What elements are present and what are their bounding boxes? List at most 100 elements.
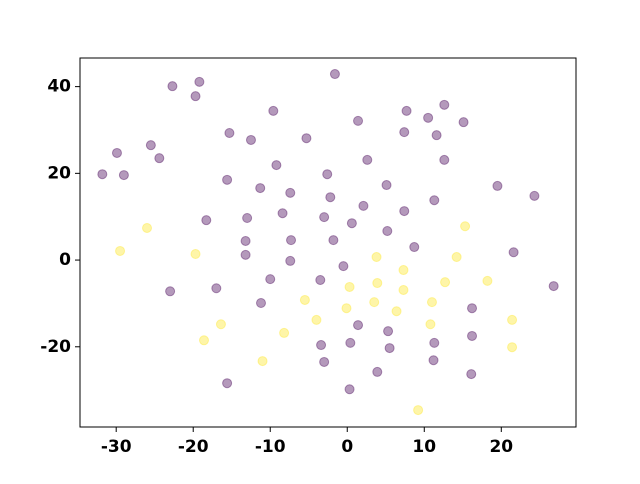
- plot-frame: [79, 57, 577, 428]
- x-tick-label: 20: [489, 437, 513, 457]
- point: [329, 69, 340, 80]
- point: [371, 252, 382, 263]
- point: [429, 337, 440, 348]
- point: [255, 297, 266, 308]
- point: [285, 187, 296, 198]
- point: [382, 226, 393, 237]
- point: [548, 281, 559, 292]
- y-tick-label: -20: [40, 337, 71, 357]
- point: [346, 218, 357, 229]
- point: [142, 222, 153, 233]
- point: [299, 294, 310, 305]
- point: [398, 284, 409, 295]
- point: [358, 200, 369, 211]
- point: [399, 127, 410, 138]
- y-tick-label: 0: [59, 250, 71, 270]
- point: [211, 283, 222, 294]
- point: [391, 306, 402, 317]
- point: [401, 105, 412, 116]
- point: [277, 208, 288, 219]
- point: [286, 235, 297, 246]
- point: [345, 337, 356, 348]
- point: [255, 183, 266, 194]
- point: [451, 252, 462, 263]
- point: [423, 112, 434, 123]
- point: [97, 169, 108, 180]
- point: [425, 319, 436, 330]
- point: [353, 320, 364, 331]
- point: [409, 242, 420, 253]
- x-tick-label: -20: [178, 437, 209, 457]
- point: [372, 278, 383, 289]
- point: [344, 281, 355, 292]
- point: [319, 356, 330, 367]
- x-tick-label: -30: [101, 437, 132, 457]
- point: [428, 355, 439, 366]
- point: [316, 340, 327, 351]
- point: [458, 117, 469, 128]
- point: [257, 356, 268, 367]
- point: [322, 169, 333, 180]
- point: [460, 221, 471, 232]
- point: [268, 105, 279, 116]
- point: [154, 153, 165, 164]
- point: [372, 366, 383, 377]
- point: [439, 154, 450, 165]
- point: [482, 275, 493, 286]
- point: [201, 215, 212, 226]
- point: [353, 115, 364, 126]
- point: [440, 277, 451, 288]
- point: [222, 174, 233, 185]
- point: [507, 314, 518, 325]
- point: [319, 212, 330, 223]
- point: [167, 81, 178, 92]
- point: [315, 275, 326, 286]
- point: [111, 147, 122, 158]
- point: [429, 195, 440, 206]
- point: [369, 297, 380, 308]
- point: [145, 140, 156, 151]
- point: [190, 91, 201, 102]
- point: [311, 314, 322, 325]
- point: [240, 235, 251, 246]
- point: [301, 133, 312, 144]
- point: [383, 326, 394, 337]
- point: [285, 255, 296, 266]
- point: [529, 190, 540, 201]
- point: [467, 303, 478, 314]
- point: [431, 130, 442, 141]
- point: [245, 134, 256, 145]
- point: [242, 213, 253, 224]
- point: [118, 170, 129, 181]
- point: [398, 265, 409, 276]
- point: [507, 342, 518, 353]
- point: [190, 248, 201, 259]
- point: [194, 76, 205, 87]
- point: [467, 330, 478, 341]
- point: [413, 405, 424, 416]
- point: [224, 128, 235, 139]
- point: [439, 99, 450, 110]
- x-tick-label: -10: [255, 437, 286, 457]
- point: [279, 327, 290, 338]
- point: [271, 160, 282, 171]
- point: [381, 180, 392, 191]
- point: [328, 235, 339, 246]
- point: [115, 245, 126, 256]
- point: [426, 297, 437, 308]
- point: [222, 378, 233, 389]
- point: [199, 335, 209, 346]
- point: [344, 384, 355, 395]
- point: [492, 180, 503, 191]
- point: [341, 303, 352, 314]
- point: [165, 286, 176, 297]
- y-tick-label: 20: [47, 163, 71, 183]
- point: [362, 154, 373, 165]
- point: [399, 206, 410, 217]
- point: [265, 274, 276, 285]
- point: [240, 249, 251, 260]
- point: [215, 319, 226, 330]
- point: [325, 192, 336, 203]
- y-tick-label: 40: [47, 77, 71, 97]
- point: [466, 369, 477, 380]
